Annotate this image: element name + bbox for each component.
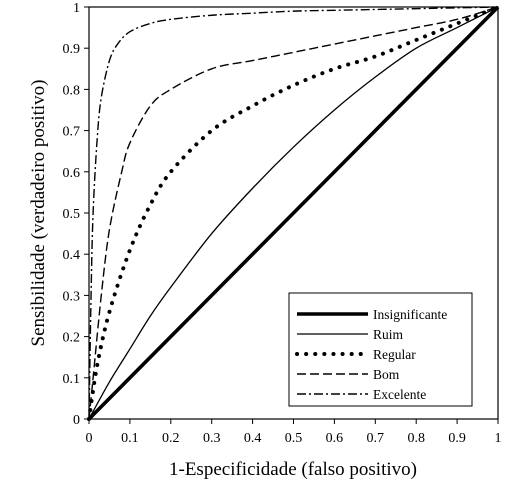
x-axis-ticks: 0 0.1 0.2 0.3 0.4 0.5 0.6 0.7 0.8 0.9 1 bbox=[86, 419, 502, 446]
y-tick-label: 0.2 bbox=[63, 331, 81, 346]
y-tick-label: 0.9 bbox=[63, 42, 81, 57]
x-tick-label: 0.8 bbox=[407, 431, 425, 446]
legend-label-ruim: Ruim bbox=[373, 327, 404, 342]
curve-insignificante bbox=[87, 5, 500, 421]
legend-label-regular: Regular bbox=[373, 347, 416, 362]
x-axis-title: 1-Especificidade (falso positivo) bbox=[169, 459, 417, 480]
y-tick-label: 0.3 bbox=[63, 289, 81, 304]
x-tick-label: 1 bbox=[495, 431, 502, 446]
x-tick-label: 0.1 bbox=[121, 431, 139, 446]
roc-curves bbox=[87, 5, 500, 421]
legend-items: Insignificante Ruim Regular Bom Excelente bbox=[295, 307, 447, 402]
legend-label-bom: Bom bbox=[373, 367, 400, 382]
y-tick-label: 0.7 bbox=[63, 125, 81, 140]
x-tick-label: 0.4 bbox=[244, 431, 262, 446]
curve-bom bbox=[88, 6, 499, 420]
x-tick-label: 0.2 bbox=[162, 431, 180, 446]
y-axis-ticks: 0 0.1 0.2 0.3 0.4 0.5 0.6 0.7 0.8 0.9 1 bbox=[63, 1, 89, 428]
y-tick-label: 0.6 bbox=[63, 166, 81, 181]
x-tick-label: 0.7 bbox=[367, 431, 385, 446]
curve-ruim bbox=[88, 6, 499, 420]
curve-excelente bbox=[88, 6, 499, 420]
y-tick-label: 0 bbox=[73, 413, 80, 428]
y-axis-title: Sensibilidade (verdadeiro positivo) bbox=[28, 80, 49, 347]
x-tick-label: 0.5 bbox=[285, 431, 303, 446]
legend-label-insignificante: Insignificante bbox=[373, 307, 447, 322]
y-tick-label: 0.5 bbox=[63, 207, 81, 222]
y-tick-label: 1 bbox=[73, 1, 80, 16]
y-tick-label: 0.1 bbox=[63, 372, 81, 387]
legend-box bbox=[288, 292, 473, 407]
x-tick-label: 0.6 bbox=[326, 431, 344, 446]
x-tick-label: 0.3 bbox=[203, 431, 221, 446]
legend-label-excelente: Excelente bbox=[373, 387, 426, 402]
x-tick-label: 0 bbox=[86, 431, 93, 446]
x-tick-label: 0.9 bbox=[448, 431, 466, 446]
legend: Insignificante Ruim Regular Bom Excelente bbox=[288, 292, 473, 407]
y-tick-label: 0.4 bbox=[63, 248, 81, 263]
y-tick-label: 0.8 bbox=[63, 83, 81, 98]
